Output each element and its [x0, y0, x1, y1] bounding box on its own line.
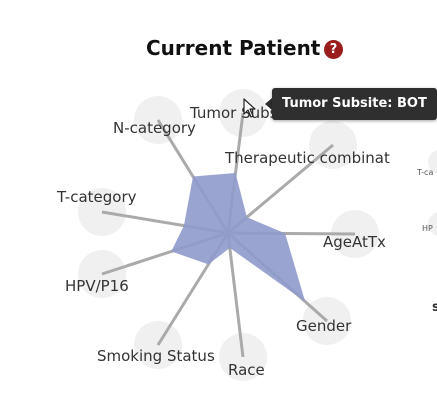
radar-axis-label: N-category [113, 119, 196, 137]
radar-axis-label: AgeAtTx [323, 233, 386, 251]
radar-axis-line [226, 232, 245, 358]
neighbor-marker-circle [428, 212, 437, 236]
neighbor-axis-label: T-ca [417, 168, 434, 177]
radar-axis-label: HPV/P16 [65, 277, 129, 295]
tooltip-arrow [265, 98, 272, 110]
radar-axis-label: T-category [56, 188, 137, 206]
question-circle-icon[interactable]: ? [324, 40, 343, 59]
neighbor-axis-label: HP [422, 224, 433, 233]
neighbor-glyph: s [432, 300, 437, 315]
radar-area [171, 173, 306, 302]
tooltip: Tumor Subsite: BOT [272, 88, 437, 120]
panel-title: Current Patient [146, 36, 321, 60]
radar-axis-label: Race [228, 361, 265, 379]
neighbor-marker-circle [428, 150, 437, 174]
radar-axis-label: Smoking Status [97, 347, 215, 365]
mouse-cursor-icon [243, 98, 256, 118]
radar-axis-label: Therapeutic combinat [224, 149, 390, 167]
radar-axis-label: Gender [296, 317, 352, 335]
